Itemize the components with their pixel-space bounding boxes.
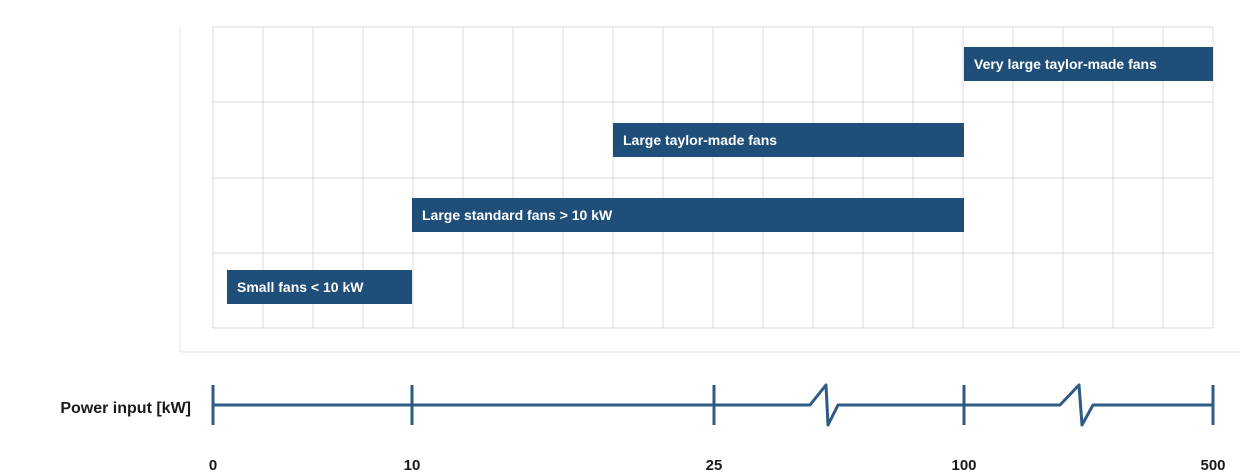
bars: Very large taylor-made fans Large taylor-… (227, 47, 1213, 304)
bar-rect (964, 47, 1213, 81)
bar-rect (227, 270, 412, 304)
grid (179, 26, 1240, 353)
bar-1: Very large taylor-made fans (964, 47, 1213, 81)
bar-label: Large taylor-made fans (623, 132, 777, 148)
bar-label: Very large taylor-made fans (974, 56, 1157, 72)
tick-label: 100 (951, 457, 976, 474)
tick-label: 25 (706, 457, 723, 474)
bar-label: Small fans < 10 kW (237, 279, 364, 295)
tick-label: 0 (209, 457, 217, 474)
tick-label: 500 (1200, 457, 1225, 474)
power-axis: Power input [kW] 0 10 25 100 500 (60, 383, 1226, 474)
bar-3: Large standard fans > 10 kW (412, 198, 964, 232)
bar-4: Small fans < 10 kW (227, 270, 412, 304)
bar-rect (613, 123, 964, 157)
tick-label: 10 (404, 457, 421, 474)
bar-2: Large taylor-made fans (613, 123, 964, 157)
bar-label: Large standard fans > 10 kW (422, 207, 613, 223)
axis-title: Power input [kW] (60, 400, 191, 417)
bar-rect (412, 198, 964, 232)
